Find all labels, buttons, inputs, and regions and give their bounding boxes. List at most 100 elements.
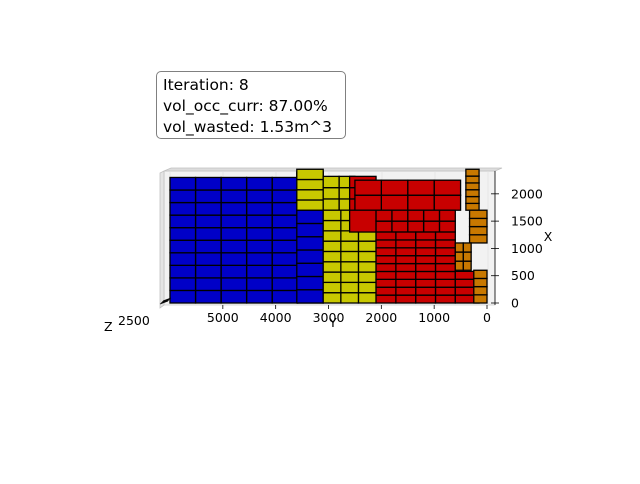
box-red	[395, 231, 417, 241]
box-yellow	[322, 186, 340, 200]
box-blue	[245, 176, 273, 191]
box-orange	[468, 209, 488, 220]
box-blue	[220, 201, 248, 216]
box-yellow	[340, 271, 360, 284]
box-red	[407, 220, 425, 233]
box-red	[434, 231, 456, 241]
y-tick-label: 5000	[207, 310, 239, 325]
box-group-orange	[468, 209, 488, 244]
box-blue	[220, 264, 248, 279]
box-orange	[468, 234, 488, 244]
box-red	[438, 220, 456, 233]
box-red	[434, 247, 456, 257]
z-axis-label: Z	[104, 319, 113, 334]
box-red	[415, 294, 437, 304]
box-orange	[468, 225, 488, 236]
box-red	[415, 247, 437, 257]
box-blue	[194, 289, 222, 304]
x-tick-label: 2000	[511, 186, 543, 201]
box-blue	[194, 201, 222, 216]
box-blue	[296, 289, 324, 304]
box-blue	[194, 277, 222, 292]
box-red	[422, 209, 441, 222]
box-blue	[169, 201, 197, 216]
box-red	[375, 262, 397, 273]
box-red	[395, 286, 417, 296]
box-red	[375, 278, 397, 288]
box-blue	[296, 236, 324, 251]
box-group-red	[354, 179, 462, 211]
box-red	[434, 255, 456, 265]
box-orange	[454, 260, 464, 271]
box-red	[415, 286, 437, 296]
box-blue	[245, 239, 273, 254]
box-orange	[465, 189, 480, 198]
box-group-yellow	[296, 168, 324, 211]
box-blue	[245, 277, 273, 292]
box-group-red	[348, 209, 377, 233]
box-red	[434, 278, 456, 288]
box-red	[375, 255, 397, 265]
box-yellow	[340, 240, 360, 253]
boxes-layer	[169, 168, 488, 304]
box-red	[438, 209, 456, 222]
volume-wasted-text: vol_wasted: 1.53m^3	[163, 118, 333, 136]
box-yellow	[357, 250, 377, 263]
box-orange	[473, 269, 488, 280]
top-pane	[163, 167, 503, 172]
box-yellow	[322, 281, 342, 294]
box-blue	[169, 214, 197, 229]
box-red	[415, 239, 437, 249]
box-red	[375, 239, 397, 249]
box-orange	[462, 242, 472, 253]
box-yellow	[357, 271, 377, 284]
box-blue	[169, 239, 197, 254]
box-red	[375, 294, 397, 304]
box-yellow	[357, 240, 377, 253]
z-tick	[159, 300, 169, 305]
box-blue	[245, 252, 273, 266]
box-yellow	[322, 198, 340, 211]
box-blue	[296, 275, 324, 291]
box-group-orange	[473, 269, 488, 304]
box-red	[433, 194, 462, 211]
box-blue	[296, 222, 324, 238]
box-yellow	[322, 292, 342, 304]
box-yellow	[340, 261, 360, 273]
box-orange	[473, 285, 488, 296]
box-blue	[194, 252, 222, 266]
box-yellow	[340, 292, 360, 304]
box-yellow	[322, 250, 342, 263]
box-red	[348, 209, 377, 233]
box-red	[375, 220, 393, 233]
box-yellow	[357, 261, 377, 273]
box-blue	[271, 252, 299, 266]
box-yellow	[296, 178, 324, 191]
box-blue	[194, 189, 222, 204]
box-red	[433, 179, 462, 196]
box-blue	[169, 176, 197, 191]
y-tick-label: 0	[483, 310, 491, 325]
box-orange	[454, 242, 464, 253]
box-blue	[220, 239, 248, 254]
box-red	[434, 294, 456, 304]
box-orange	[473, 277, 488, 288]
box-red	[395, 278, 417, 288]
box-red	[375, 209, 393, 222]
box-red	[434, 262, 456, 273]
box-red	[380, 179, 409, 196]
box-blue	[220, 214, 248, 229]
volume-occupied-text: vol_occ_curr: 87.00%	[163, 97, 328, 115]
box-red	[395, 294, 417, 304]
y-tick-label: 4000	[260, 310, 292, 325]
box-blue	[220, 277, 248, 292]
box-red	[380, 194, 409, 211]
box-group-orange	[465, 168, 480, 211]
box-yellow	[357, 281, 377, 294]
box-red	[375, 247, 397, 257]
box-group-red	[375, 209, 456, 233]
box-orange	[465, 175, 480, 184]
box-red	[434, 270, 456, 280]
